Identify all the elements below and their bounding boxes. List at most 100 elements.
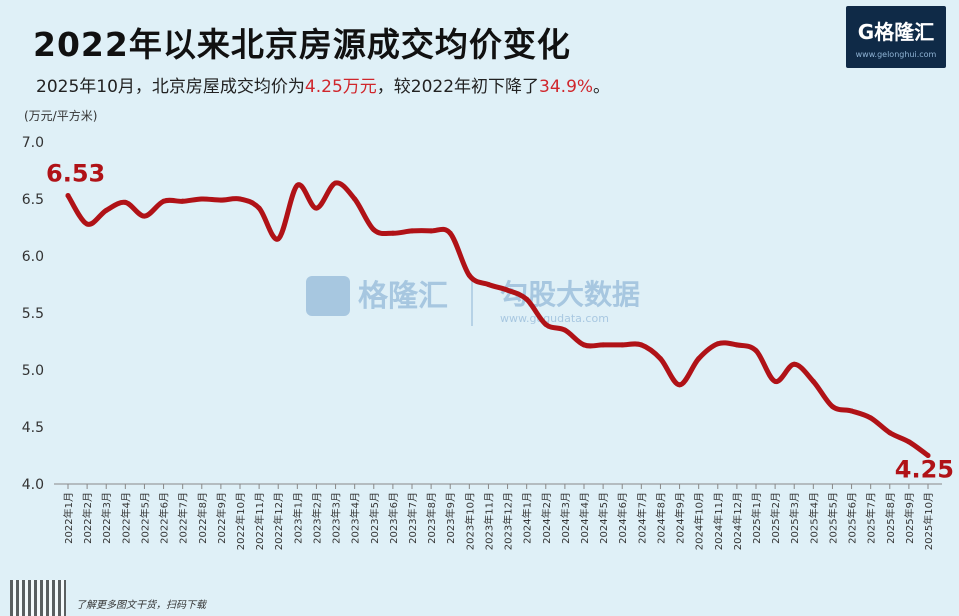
- subtitle-text-mid: ，较2022年初下降了: [376, 77, 540, 97]
- subtitle-text-post: 。: [593, 77, 611, 97]
- data-point: [810, 378, 816, 384]
- data-point: [256, 205, 262, 211]
- x-tick-label: 2022年5月: [138, 492, 151, 544]
- subtitle-text-pre: 2025年10月，北京房屋成交均价为: [36, 77, 305, 97]
- data-point: [734, 342, 740, 348]
- subtitle-price: 4.25万元: [304, 77, 377, 97]
- footer-note: 了解更多图文干货，扫码下载: [76, 600, 206, 611]
- x-tick-label: 2025年7月: [865, 492, 878, 544]
- x-tick-label: 2024年9月: [674, 492, 687, 544]
- x-tick-label: 2024年6月: [616, 492, 629, 544]
- data-point: [829, 403, 835, 409]
- x-tick-label: 2022年3月: [100, 492, 113, 544]
- x-tick-label: 2024年4月: [578, 492, 591, 544]
- x-tick-label: 2023年2月: [310, 492, 323, 544]
- data-point: [180, 198, 186, 204]
- watermark-url-2: www.gogudata.com: [500, 312, 609, 325]
- series-line: [65, 180, 931, 458]
- subtitle-percent: 34.9%: [539, 77, 594, 97]
- x-tick-label: 2023年7月: [406, 492, 419, 544]
- x-tick-label: 2022年9月: [215, 492, 228, 544]
- x-tick-label: 2024年11月: [712, 492, 725, 550]
- x-tick-label: 2024年5月: [597, 492, 610, 544]
- watermark-logo-icon: [306, 276, 350, 316]
- y-tick-label: 6.0: [22, 249, 44, 265]
- y-tick-label: 5.0: [22, 363, 44, 379]
- data-point: [505, 287, 511, 293]
- data-point: [371, 227, 377, 233]
- data-point: [619, 342, 625, 348]
- x-tick-label: 2023年11月: [482, 492, 495, 550]
- data-point: [543, 321, 549, 327]
- data-point: [677, 382, 683, 388]
- data-point: [581, 342, 587, 348]
- data-point: [925, 453, 931, 458]
- x-tick-label: 2022年1月: [62, 492, 75, 544]
- data-point: [103, 207, 109, 213]
- x-tick-label: 2024年1月: [521, 492, 534, 544]
- data-point: [161, 198, 167, 204]
- x-tick-label: 2023年6月: [387, 492, 400, 544]
- x-tick-label: 2022年4月: [119, 492, 132, 544]
- x-tick-label: 2022年10月: [234, 492, 247, 550]
- data-point: [333, 180, 339, 186]
- data-point: [447, 230, 453, 236]
- data-point: [887, 430, 893, 436]
- x-tick-label: 2023年4月: [349, 492, 362, 544]
- x-tick-label: 2025年5月: [826, 492, 839, 544]
- chart-title: 2022年以来北京房源成交均价变化: [33, 25, 571, 64]
- x-tick-label: 2025年4月: [807, 492, 820, 544]
- data-label: 6.53: [46, 160, 105, 188]
- annotations: 6.53 4.25: [46, 160, 954, 484]
- x-tick-label: 2025年10月: [922, 492, 935, 550]
- x-tick-label: 2023年3月: [330, 492, 343, 544]
- watermark-brand-1: 格隆汇: [358, 279, 448, 314]
- chart-subtitle: 2025年10月，北京房屋成交均价为4.25万元，较2022年初下降了34.9%…: [36, 72, 610, 97]
- x-tick-label: 2024年3月: [559, 492, 572, 544]
- data-point: [352, 196, 358, 202]
- y-tick-label: 4.5: [22, 420, 44, 436]
- x-tick-label: 2023年12月: [502, 492, 515, 550]
- data-point: [715, 341, 721, 347]
- watermark: 格隆汇 勾股大数据 www.gogudata.com: [306, 276, 640, 326]
- x-tick-label: 2025年6月: [846, 492, 859, 544]
- data-point: [237, 196, 243, 202]
- x-tick-label: 2023年10月: [463, 492, 476, 550]
- x-tick-label: 2024年2月: [540, 492, 553, 544]
- data-point: [294, 182, 300, 188]
- data-point: [772, 378, 778, 384]
- y-tick-label: 6.5: [22, 192, 44, 208]
- data-label: 4.25: [895, 456, 954, 484]
- x-tick-label: 2024年8月: [654, 492, 667, 544]
- data-point: [524, 296, 530, 302]
- data-point: [600, 342, 606, 348]
- y-tick-label: 5.5: [22, 306, 44, 322]
- brand-logo-text: G格隆汇: [857, 20, 935, 44]
- data-point: [275, 236, 281, 242]
- brand-logo: G格隆汇 www.gelonghui.com: [846, 6, 946, 68]
- data-point: [485, 282, 491, 287]
- data-point: [313, 205, 319, 211]
- data-point: [218, 197, 224, 203]
- x-tick-label: 2024年12月: [731, 492, 744, 550]
- x-tick-label: 2025年9月: [903, 492, 916, 544]
- x-tick-label: 2022年2月: [81, 492, 94, 544]
- x-tick-label: 2022年11月: [253, 492, 266, 550]
- y-tick-label: 4.0: [22, 477, 44, 493]
- x-tick-label: 2023年1月: [291, 492, 304, 544]
- data-point: [657, 356, 663, 362]
- data-point: [409, 228, 415, 234]
- brand-logo-url: www.gelonghui.com: [855, 50, 937, 59]
- data-point: [791, 361, 797, 367]
- x-tick-label: 2023年5月: [368, 492, 381, 544]
- x-tick-label: 2023年9月: [444, 492, 457, 544]
- data-point: [849, 408, 855, 414]
- x-tick-label: 2024年10月: [693, 492, 706, 550]
- data-point: [753, 348, 759, 354]
- x-tick-label: 2023年8月: [425, 492, 438, 544]
- data-point: [84, 221, 90, 227]
- y-axis-label: (万元/平方米): [24, 108, 97, 123]
- data-point: [696, 356, 702, 362]
- data-point: [65, 193, 71, 199]
